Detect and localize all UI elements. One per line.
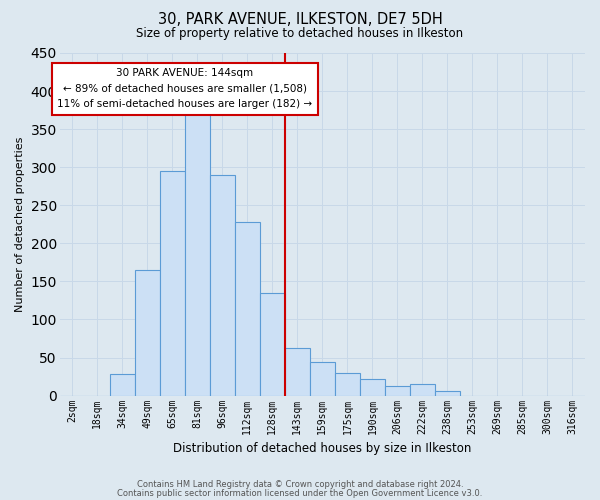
Bar — [110, 374, 135, 396]
Bar — [285, 348, 310, 396]
X-axis label: Distribution of detached houses by size in Ilkeston: Distribution of detached houses by size … — [173, 442, 472, 455]
Text: 30, PARK AVENUE, ILKESTON, DE7 5DH: 30, PARK AVENUE, ILKESTON, DE7 5DH — [158, 12, 442, 28]
Bar — [310, 362, 335, 396]
Bar — [360, 379, 385, 396]
Bar — [435, 391, 460, 396]
Text: Contains HM Land Registry data © Crown copyright and database right 2024.: Contains HM Land Registry data © Crown c… — [137, 480, 463, 489]
Bar — [335, 373, 360, 396]
Bar — [385, 386, 410, 396]
Bar — [235, 222, 260, 396]
Bar — [210, 175, 235, 396]
Text: Contains public sector information licensed under the Open Government Licence v3: Contains public sector information licen… — [118, 488, 482, 498]
Bar — [410, 384, 435, 396]
Bar — [185, 114, 210, 396]
Bar — [135, 270, 160, 396]
Text: 30 PARK AVENUE: 144sqm
← 89% of detached houses are smaller (1,508)
11% of semi-: 30 PARK AVENUE: 144sqm ← 89% of detached… — [57, 68, 313, 110]
Y-axis label: Number of detached properties: Number of detached properties — [15, 136, 25, 312]
Text: Size of property relative to detached houses in Ilkeston: Size of property relative to detached ho… — [136, 28, 464, 40]
Bar — [260, 293, 285, 396]
Bar — [160, 171, 185, 396]
